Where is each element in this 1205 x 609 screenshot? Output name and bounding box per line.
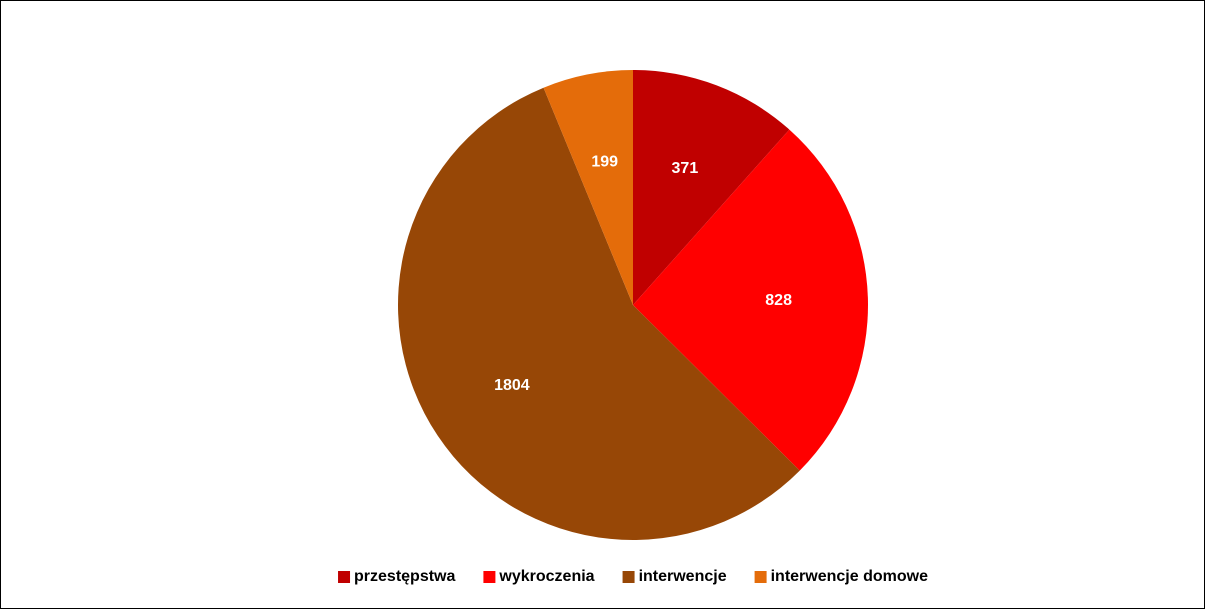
pie-slice [633, 129, 868, 471]
pie-slice [397, 87, 800, 541]
legend-swatch [754, 571, 767, 583]
legend-label: przestępstwa [354, 568, 455, 585]
pie-slice [543, 70, 633, 305]
data-label: 371 [672, 160, 699, 177]
legend-swatch [622, 571, 635, 583]
pie-slice [633, 70, 790, 305]
legend-label: interwencje [639, 568, 727, 585]
data-label: 828 [765, 292, 792, 309]
legend-swatch [338, 571, 351, 583]
data-label: 199 [591, 153, 618, 170]
legend-label: interwencje domowe [771, 568, 928, 585]
data-label: 1804 [494, 377, 530, 394]
legend-swatch [483, 571, 496, 583]
legend-label: wykroczenia [498, 568, 594, 585]
